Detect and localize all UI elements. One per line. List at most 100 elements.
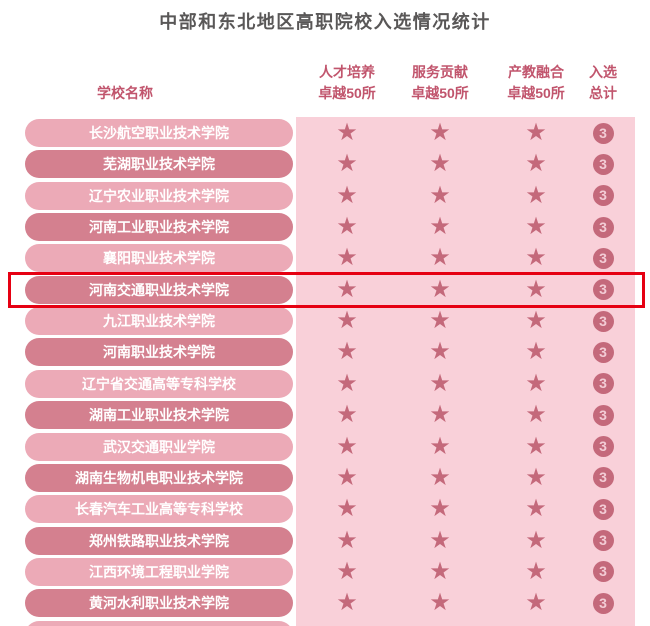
star-icon: ★ [429, 401, 451, 429]
column-header-talent: 人才培养 卓越50所 [299, 62, 395, 104]
column-header-integration-line2: 卓越50所 [507, 85, 565, 101]
school-name: 芜湖职业技术学院 [103, 156, 215, 173]
column-header-total: 入选 总计 [555, 62, 650, 104]
school-name: 湖南生物机电职业技术学院 [75, 469, 243, 486]
total-badge: 3 [592, 216, 614, 238]
star-icon: ★ [429, 526, 451, 554]
star-icon: ★ [525, 275, 547, 303]
school-name: 长沙航空职业技术学院 [89, 125, 229, 141]
school-name: 河南交通职业技术学院 [89, 281, 229, 298]
star-icon: ★ [336, 150, 358, 178]
star-icon: ★ [336, 589, 358, 617]
school-name: 武汉交通职业学院 [103, 438, 215, 455]
column-header-service-line1: 服务贡献 [412, 64, 468, 80]
star-icon: ★ [336, 244, 358, 272]
star-icon: ★ [525, 495, 547, 523]
total-badge: 3 [592, 467, 614, 489]
star-icon: ★ [429, 307, 451, 335]
school-pill: 武汉交通职业学院 [25, 432, 293, 461]
school-name: 九江职业技术学院 [103, 313, 215, 330]
column-header-talent-line2: 卓越50所 [318, 85, 376, 101]
column-header-service: 服务贡献 卓越50所 [392, 62, 488, 104]
school-pill: 湖南工业职业技术学院 [25, 401, 293, 430]
total-badge: 3 [592, 341, 614, 363]
school-name: 长春汽车工业高等专科学校 [75, 501, 243, 518]
star-icon: ★ [525, 557, 547, 585]
table-background [296, 117, 635, 626]
star-icon: ★ [525, 119, 547, 146]
star-icon: ★ [336, 275, 358, 303]
star-icon: ★ [429, 150, 451, 178]
school-pill: 辽宁省交通高等专科学校 [25, 369, 293, 398]
column-header-service-line2: 卓越50所 [411, 85, 469, 101]
school-name: 襄阳职业技术学院 [103, 250, 215, 267]
total-badge: 3 [592, 373, 614, 395]
school-pill: 长沙航空职业技术学院 [25, 119, 293, 147]
total-badge: 3 [592, 185, 614, 207]
total-badge: 3 [592, 436, 614, 457]
column-header-total-line2: 总计 [589, 85, 617, 101]
star-icon: ★ [336, 463, 358, 491]
total-badge: 3 [592, 122, 614, 144]
star-icon: ★ [429, 463, 451, 491]
star-icon: ★ [525, 150, 547, 178]
school-name: 河南工业职业技术学院 [89, 219, 229, 236]
star-icon: ★ [336, 181, 358, 209]
total-badge: 3 [592, 404, 614, 426]
star-icon: ★ [336, 495, 358, 523]
star-icon: ★ [336, 526, 358, 554]
star-icon: ★ [336, 401, 358, 429]
school-pill: 湖南生物机电职业技术学院 [25, 463, 293, 492]
school-pill: 九江职业技术学院 [25, 307, 293, 336]
star-icon: ★ [525, 213, 547, 241]
school-pill: 辽宁农业职业技术学院 [25, 181, 293, 210]
star-icon: ★ [429, 275, 451, 303]
star-icon: ★ [525, 369, 547, 397]
star-icon: ★ [429, 213, 451, 241]
star-icon: ★ [336, 119, 358, 146]
star-icon: ★ [336, 369, 358, 397]
highlight-box [8, 272, 645, 308]
star-icon: ★ [525, 432, 547, 460]
column-header-total-line1: 入选 [589, 64, 617, 80]
star-icon: ★ [429, 495, 451, 523]
star-icon: ★ [336, 432, 358, 460]
star-icon: ★ [429, 244, 451, 272]
column-header-integration: 产教融合 卓越50所 [488, 62, 584, 104]
school-name: 黄河水利职业技术学院 [89, 595, 229, 612]
star-icon: ★ [525, 463, 547, 491]
star-icon: ★ [336, 557, 358, 585]
school-name: 湖南工业职业技术学院 [89, 407, 229, 424]
star-icon: ★ [429, 589, 451, 617]
school-name: 江西环境工程职业学院 [89, 563, 229, 580]
star-icon: ★ [336, 338, 358, 366]
total-badge: 3 [592, 561, 614, 583]
star-icon: ★ [525, 244, 547, 272]
star-icon: ★ [336, 213, 358, 241]
star-icon: ★ [525, 307, 547, 335]
school-pill: 江西环境工程职业学院 [25, 557, 293, 586]
star-icon: ★ [525, 526, 547, 554]
school-name: 郑州铁路职业技术学院 [89, 532, 229, 549]
star-icon: ★ [336, 307, 358, 335]
school-name: 河南职业技术学院 [103, 344, 215, 361]
school-pill: 芜湖职业技术学院 [25, 150, 293, 179]
total-badge: 3 [592, 279, 614, 301]
star-icon: ★ [525, 338, 547, 366]
star-icon: ★ [525, 401, 547, 429]
star-icon: ★ [429, 119, 451, 146]
total-badge: 3 [592, 530, 614, 552]
school-name: 辽宁农业职业技术学院 [89, 187, 229, 204]
school-pill-partial [25, 620, 293, 626]
star-icon: ★ [429, 557, 451, 585]
school-pill: 黄河水利职业技术学院 [25, 589, 293, 618]
column-header-school: 学校名称 [97, 85, 153, 101]
star-icon: ★ [429, 369, 451, 397]
star-icon: ★ [429, 432, 451, 460]
school-name: 辽宁省交通高等专科学校 [82, 375, 236, 392]
school-pill: 襄阳职业技术学院 [25, 244, 293, 273]
total-badge: 3 [592, 310, 614, 332]
school-pill: 河南工业职业技术学院 [25, 213, 293, 242]
total-badge: 3 [592, 153, 614, 175]
